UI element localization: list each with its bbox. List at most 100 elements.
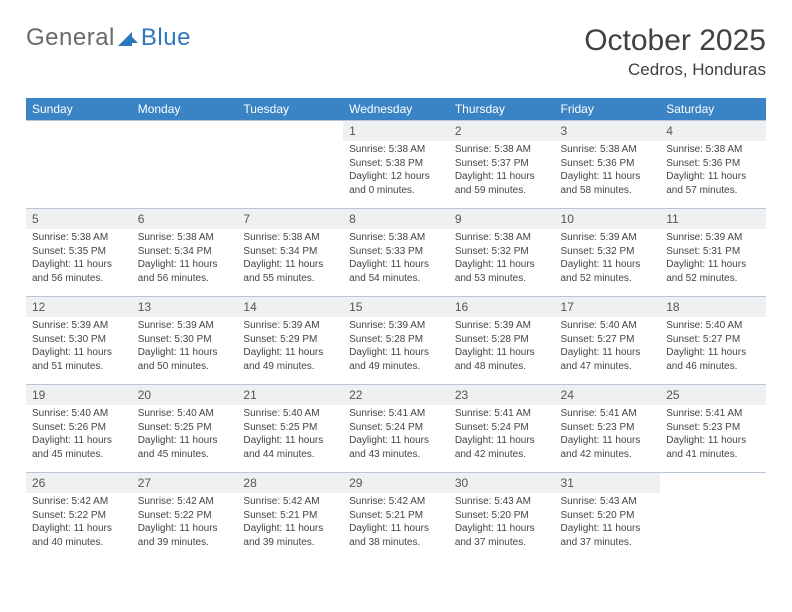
calendar-cell: 5Sunrise: 5:38 AMSunset: 5:35 PMDaylight… <box>26 209 132 297</box>
calendar-cell: 2Sunrise: 5:38 AMSunset: 5:37 PMDaylight… <box>449 121 555 209</box>
day-number: 18 <box>660 297 766 317</box>
calendar-table: SundayMondayTuesdayWednesdayThursdayFrid… <box>26 98 766 561</box>
calendar-cell <box>237 121 343 209</box>
day-number: 17 <box>555 297 661 317</box>
day-details: Sunrise: 5:42 AMSunset: 5:22 PMDaylight:… <box>132 493 238 555</box>
calendar-cell: 23Sunrise: 5:41 AMSunset: 5:24 PMDayligh… <box>449 385 555 473</box>
day-details: Sunrise: 5:43 AMSunset: 5:20 PMDaylight:… <box>449 493 555 555</box>
calendar-row: 5Sunrise: 5:38 AMSunset: 5:35 PMDaylight… <box>26 209 766 297</box>
day-details: Sunrise: 5:39 AMSunset: 5:31 PMDaylight:… <box>660 229 766 291</box>
logo: General Blue <box>26 24 191 52</box>
calendar-cell: 29Sunrise: 5:42 AMSunset: 5:21 PMDayligh… <box>343 473 449 561</box>
day-details: Sunrise: 5:42 AMSunset: 5:22 PMDaylight:… <box>26 493 132 555</box>
day-details: Sunrise: 5:38 AMSunset: 5:32 PMDaylight:… <box>449 229 555 291</box>
day-number: 8 <box>343 209 449 229</box>
day-number: 4 <box>660 121 766 141</box>
day-number: 6 <box>132 209 238 229</box>
calendar-row: 19Sunrise: 5:40 AMSunset: 5:26 PMDayligh… <box>26 385 766 473</box>
calendar-body: 1Sunrise: 5:38 AMSunset: 5:38 PMDaylight… <box>26 121 766 561</box>
calendar-cell <box>660 473 766 561</box>
day-number: 27 <box>132 473 238 493</box>
day-number: 16 <box>449 297 555 317</box>
day-number: 21 <box>237 385 343 405</box>
calendar-cell: 15Sunrise: 5:39 AMSunset: 5:28 PMDayligh… <box>343 297 449 385</box>
day-number: 5 <box>26 209 132 229</box>
day-details: Sunrise: 5:38 AMSunset: 5:38 PMDaylight:… <box>343 141 449 203</box>
day-details: Sunrise: 5:40 AMSunset: 5:27 PMDaylight:… <box>555 317 661 379</box>
day-details: Sunrise: 5:38 AMSunset: 5:36 PMDaylight:… <box>555 141 661 203</box>
calendar-head: SundayMondayTuesdayWednesdayThursdayFrid… <box>26 98 766 121</box>
calendar-cell: 9Sunrise: 5:38 AMSunset: 5:32 PMDaylight… <box>449 209 555 297</box>
day-details: Sunrise: 5:39 AMSunset: 5:29 PMDaylight:… <box>237 317 343 379</box>
day-details: Sunrise: 5:43 AMSunset: 5:20 PMDaylight:… <box>555 493 661 555</box>
calendar-cell: 4Sunrise: 5:38 AMSunset: 5:36 PMDaylight… <box>660 121 766 209</box>
day-number: 11 <box>660 209 766 229</box>
day-details: Sunrise: 5:41 AMSunset: 5:23 PMDaylight:… <box>555 405 661 467</box>
day-details: Sunrise: 5:40 AMSunset: 5:25 PMDaylight:… <box>132 405 238 467</box>
day-details: Sunrise: 5:38 AMSunset: 5:35 PMDaylight:… <box>26 229 132 291</box>
day-header: Saturday <box>660 98 766 121</box>
day-number: 2 <box>449 121 555 141</box>
day-number: 19 <box>26 385 132 405</box>
calendar-cell: 16Sunrise: 5:39 AMSunset: 5:28 PMDayligh… <box>449 297 555 385</box>
day-details: Sunrise: 5:38 AMSunset: 5:36 PMDaylight:… <box>660 141 766 203</box>
day-number: 13 <box>132 297 238 317</box>
calendar-cell: 1Sunrise: 5:38 AMSunset: 5:38 PMDaylight… <box>343 121 449 209</box>
calendar-row: 12Sunrise: 5:39 AMSunset: 5:30 PMDayligh… <box>26 297 766 385</box>
calendar-row: 1Sunrise: 5:38 AMSunset: 5:38 PMDaylight… <box>26 121 766 209</box>
day-number: 7 <box>237 209 343 229</box>
day-number: 9 <box>449 209 555 229</box>
day-number: 22 <box>343 385 449 405</box>
day-number: 12 <box>26 297 132 317</box>
calendar-cell: 8Sunrise: 5:38 AMSunset: 5:33 PMDaylight… <box>343 209 449 297</box>
calendar-cell: 11Sunrise: 5:39 AMSunset: 5:31 PMDayligh… <box>660 209 766 297</box>
day-number: 31 <box>555 473 661 493</box>
day-number: 24 <box>555 385 661 405</box>
day-number: 30 <box>449 473 555 493</box>
day-number: 10 <box>555 209 661 229</box>
day-number: 20 <box>132 385 238 405</box>
day-details: Sunrise: 5:39 AMSunset: 5:28 PMDaylight:… <box>449 317 555 379</box>
day-number: 1 <box>343 121 449 141</box>
calendar-cell: 26Sunrise: 5:42 AMSunset: 5:22 PMDayligh… <box>26 473 132 561</box>
day-number: 26 <box>26 473 132 493</box>
calendar-row: 26Sunrise: 5:42 AMSunset: 5:22 PMDayligh… <box>26 473 766 561</box>
day-details: Sunrise: 5:42 AMSunset: 5:21 PMDaylight:… <box>237 493 343 555</box>
calendar-cell: 20Sunrise: 5:40 AMSunset: 5:25 PMDayligh… <box>132 385 238 473</box>
calendar-cell: 25Sunrise: 5:41 AMSunset: 5:23 PMDayligh… <box>660 385 766 473</box>
calendar-cell: 17Sunrise: 5:40 AMSunset: 5:27 PMDayligh… <box>555 297 661 385</box>
day-number: 25 <box>660 385 766 405</box>
day-number: 15 <box>343 297 449 317</box>
day-header: Wednesday <box>343 98 449 121</box>
day-details: Sunrise: 5:41 AMSunset: 5:23 PMDaylight:… <box>660 405 766 467</box>
calendar-cell: 24Sunrise: 5:41 AMSunset: 5:23 PMDayligh… <box>555 385 661 473</box>
day-details: Sunrise: 5:39 AMSunset: 5:28 PMDaylight:… <box>343 317 449 379</box>
calendar-cell: 19Sunrise: 5:40 AMSunset: 5:26 PMDayligh… <box>26 385 132 473</box>
calendar-cell: 28Sunrise: 5:42 AMSunset: 5:21 PMDayligh… <box>237 473 343 561</box>
day-details: Sunrise: 5:39 AMSunset: 5:30 PMDaylight:… <box>132 317 238 379</box>
day-header: Thursday <box>449 98 555 121</box>
day-details: Sunrise: 5:38 AMSunset: 5:34 PMDaylight:… <box>237 229 343 291</box>
page-title: October 2025 <box>584 24 766 58</box>
calendar-cell: 27Sunrise: 5:42 AMSunset: 5:22 PMDayligh… <box>132 473 238 561</box>
calendar-cell: 12Sunrise: 5:39 AMSunset: 5:30 PMDayligh… <box>26 297 132 385</box>
day-details: Sunrise: 5:38 AMSunset: 5:33 PMDaylight:… <box>343 229 449 291</box>
calendar-cell: 10Sunrise: 5:39 AMSunset: 5:32 PMDayligh… <box>555 209 661 297</box>
calendar-cell: 14Sunrise: 5:39 AMSunset: 5:29 PMDayligh… <box>237 297 343 385</box>
day-header: Monday <box>132 98 238 121</box>
calendar-cell: 31Sunrise: 5:43 AMSunset: 5:20 PMDayligh… <box>555 473 661 561</box>
calendar-cell: 30Sunrise: 5:43 AMSunset: 5:20 PMDayligh… <box>449 473 555 561</box>
day-details: Sunrise: 5:41 AMSunset: 5:24 PMDaylight:… <box>449 405 555 467</box>
title-block: October 2025 Cedros, Honduras <box>584 24 766 80</box>
day-number: 23 <box>449 385 555 405</box>
day-header: Tuesday <box>237 98 343 121</box>
calendar-cell: 13Sunrise: 5:39 AMSunset: 5:30 PMDayligh… <box>132 297 238 385</box>
day-header: Friday <box>555 98 661 121</box>
day-number: 3 <box>555 121 661 141</box>
calendar-cell <box>132 121 238 209</box>
day-details: Sunrise: 5:40 AMSunset: 5:25 PMDaylight:… <box>237 405 343 467</box>
calendar-cell: 7Sunrise: 5:38 AMSunset: 5:34 PMDaylight… <box>237 209 343 297</box>
day-details: Sunrise: 5:38 AMSunset: 5:37 PMDaylight:… <box>449 141 555 203</box>
logo-text-general: General <box>26 24 115 52</box>
calendar-cell: 6Sunrise: 5:38 AMSunset: 5:34 PMDaylight… <box>132 209 238 297</box>
